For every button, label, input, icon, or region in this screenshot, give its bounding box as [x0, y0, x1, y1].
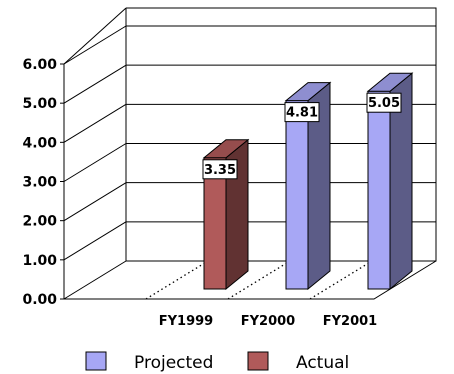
bar-front: [285, 100, 309, 290]
legend-label: Actual: [296, 353, 349, 373]
data-label-box: [284, 102, 320, 123]
gridline-side: [63, 260, 127, 300]
data-label-box: [366, 92, 402, 113]
bar-front: [367, 90, 391, 290]
y-axis-ticks: 0.00 1.00 2.00 3.00 4.00 5.00 6.00: [22, 57, 64, 308]
y-tick-label: 4.00: [22, 135, 57, 151]
data-label: 4.81: [286, 106, 318, 121]
data-label: 3.35: [204, 163, 236, 178]
y-tick-label: 5.00: [22, 96, 57, 112]
bar-top: [366, 72, 414, 92]
legend: Projected Actual: [85, 351, 349, 373]
legend-label: Projected: [134, 353, 213, 373]
gridline-side: [63, 182, 127, 222]
gridline-side: [63, 25, 127, 65]
floor-marker: [145, 262, 206, 300]
bar-top: [284, 82, 332, 102]
gridline-side: [63, 64, 127, 104]
gridline-side: [63, 103, 127, 143]
floor-marks: [145, 262, 370, 300]
x-axis-ticks: FY1999 FY2000 FY2001: [159, 314, 377, 329]
left-wall-top: [63, 7, 127, 65]
bar-top: [202, 139, 250, 159]
bars: 3.35 4.81 5.05: [202, 72, 414, 291]
x-tick-label: FY2001: [323, 314, 377, 329]
y-tick-label: 1.00: [22, 253, 57, 269]
y-tick-label: 6.00: [22, 57, 57, 73]
x-tick-label: FY1999: [159, 314, 213, 329]
data-label-box: [202, 159, 238, 180]
floor: [64, 260, 437, 300]
x-tick-label: FY2000: [241, 314, 295, 329]
gridline-side: [63, 143, 127, 182]
y-tick-label: 3.00: [22, 175, 57, 191]
gridline-side: [63, 221, 127, 261]
data-label: 5.05: [368, 96, 400, 111]
y-tick-label: 0.00: [22, 292, 57, 308]
legend-swatch: [85, 351, 107, 371]
legend-swatch: [247, 351, 269, 371]
y-tick-label: 2.00: [22, 214, 57, 230]
